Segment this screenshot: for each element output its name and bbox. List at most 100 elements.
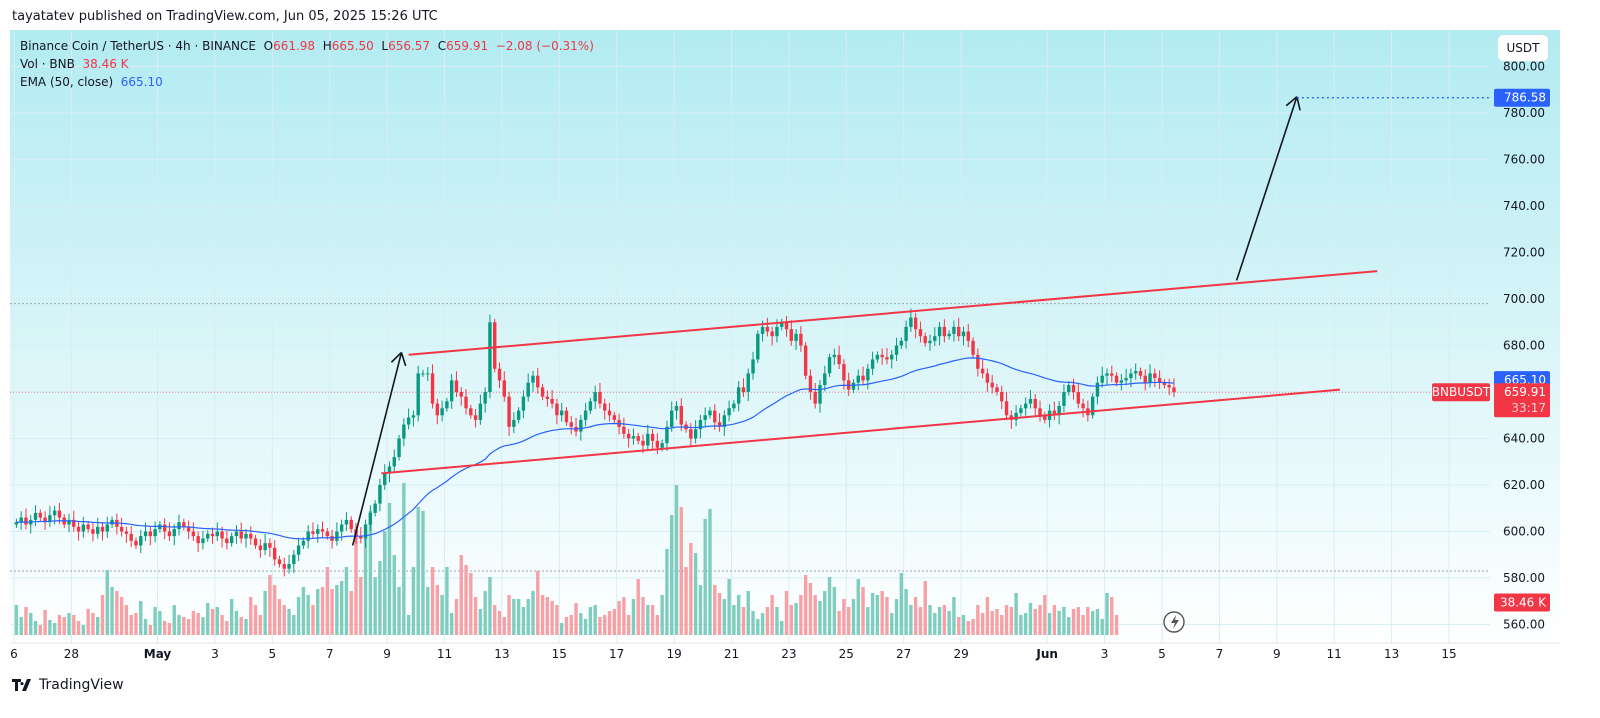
candle-body <box>459 392 463 397</box>
volume-bar <box>660 595 664 635</box>
volume-bar <box>913 597 918 635</box>
volume-bar <box>402 483 406 635</box>
volume-bar <box>861 587 865 635</box>
candle-body <box>43 517 47 523</box>
volume-bar <box>139 601 143 635</box>
candle-body <box>1148 373 1152 383</box>
candle-body <box>708 410 712 416</box>
volume-bar <box>985 597 990 635</box>
candle-body <box>473 415 478 420</box>
volume-bar <box>24 607 28 635</box>
volume-bar <box>842 599 846 635</box>
volume-bar <box>1000 615 1004 635</box>
volume-bar <box>722 599 727 635</box>
currency-button[interactable]: USDT <box>1498 35 1548 61</box>
volume-label-bg <box>1494 593 1550 612</box>
candle-body <box>698 419 703 430</box>
volume-bar <box>449 613 454 635</box>
volume-bar <box>301 587 306 635</box>
candle-body <box>378 485 382 504</box>
volume-bar <box>918 607 923 635</box>
candle-body <box>406 417 411 425</box>
candle-body <box>139 536 143 546</box>
candle-body <box>1119 380 1124 383</box>
candle-body <box>86 524 90 530</box>
price-tick-label: 640.00 <box>1503 432 1545 446</box>
volume-bar <box>937 607 942 635</box>
volume-bar <box>397 587 401 635</box>
volume-bar <box>316 589 320 635</box>
candle-body <box>1110 373 1114 376</box>
volume-bar <box>406 615 411 635</box>
volume-bar <box>1047 613 1052 635</box>
candle-body <box>339 524 344 532</box>
volume-bar <box>52 623 57 635</box>
candle-body <box>191 531 196 537</box>
volume-bar <box>765 607 770 635</box>
volume-bar <box>1110 597 1114 635</box>
volume-bar <box>559 623 564 635</box>
candle-body <box>76 526 81 532</box>
candle-body <box>1019 408 1023 413</box>
volume-bar <box>875 595 880 635</box>
volume-bar <box>727 579 731 635</box>
candle-body <box>1143 375 1147 383</box>
time-tick-label: 15 <box>1441 647 1456 661</box>
candle-body <box>263 543 267 551</box>
volume-bar <box>287 609 291 635</box>
volume-bar <box>689 543 693 635</box>
candle-body <box>296 545 301 555</box>
candle-body <box>186 526 191 532</box>
target-arrow <box>1235 96 1298 281</box>
candle-body <box>91 529 95 534</box>
candle-body <box>493 322 497 369</box>
volume-bar <box>440 595 444 635</box>
volume-bar <box>703 519 707 635</box>
candle-body <box>33 512 38 520</box>
candle-body <box>961 331 966 337</box>
candle-body <box>1000 392 1004 402</box>
ema-legend: EMA (50, close) 665.10 <box>20 75 163 89</box>
time-tick-label: Jun <box>1035 647 1058 661</box>
candle-body <box>359 536 363 539</box>
volume-bar <box>430 567 435 635</box>
candle-body <box>890 354 894 360</box>
volume-bar <box>1057 611 1061 635</box>
candle-body <box>894 345 899 355</box>
candle-body <box>349 519 353 530</box>
time-tick-label: 9 <box>383 647 391 661</box>
volume-bar <box>1043 595 1047 635</box>
candle-body <box>827 357 832 374</box>
volume-bar <box>392 555 396 635</box>
candle-body <box>746 373 750 392</box>
candle-body <box>980 368 985 374</box>
candle-body <box>234 531 239 537</box>
volume-bar <box>244 619 248 635</box>
volume-bar <box>48 620 52 635</box>
candle-body <box>803 345 808 376</box>
volume-bar <box>1033 609 1037 635</box>
volume-bar <box>789 605 793 635</box>
candle-body <box>421 373 425 375</box>
candle-body <box>206 533 210 539</box>
volume-bar <box>368 511 373 635</box>
price-tick-label: 620.00 <box>1503 478 1545 492</box>
tradingview-logo[interactable]: TradingView <box>12 677 124 693</box>
candle-body <box>72 519 76 527</box>
candle-body <box>813 392 817 404</box>
change-value: −2.08 (−0.31%) <box>495 39 594 53</box>
candle-body <box>751 359 755 374</box>
candle-body <box>1062 392 1066 406</box>
volume-bar <box>909 605 913 635</box>
candle-body <box>598 392 602 404</box>
candle-body <box>292 554 296 565</box>
volume-bar <box>904 589 908 635</box>
volume-bar <box>1071 609 1076 635</box>
volume-bar <box>483 591 487 635</box>
candle-body <box>885 357 889 360</box>
publish-info: tayatatev published on TradingView.com, … <box>12 9 438 24</box>
candle-body <box>464 396 468 409</box>
volume-bar <box>72 615 76 635</box>
candle-body <box>502 380 506 397</box>
